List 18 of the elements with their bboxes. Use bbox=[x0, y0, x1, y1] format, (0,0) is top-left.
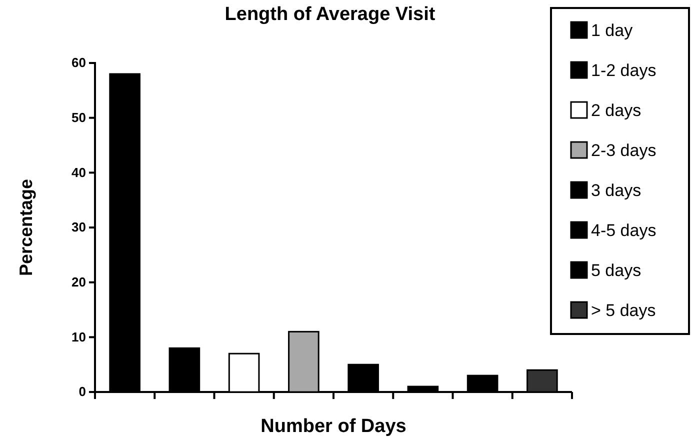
legend-label: 2-3 days bbox=[591, 141, 656, 160]
y-tick-label: 40 bbox=[72, 164, 86, 180]
y-tick-label: 10 bbox=[72, 329, 86, 344]
legend-label: 5 days bbox=[591, 261, 642, 280]
chart-title: Length of Average Visit bbox=[224, 4, 436, 25]
y-tick-label: 60 bbox=[72, 55, 86, 70]
legend-label: 1 day bbox=[591, 21, 634, 40]
legend-label: 1-2 days bbox=[591, 61, 656, 80]
y-tick-label: 20 bbox=[72, 274, 86, 290]
y-tick-label: 50 bbox=[72, 110, 86, 125]
x-axis-title: Number of Days bbox=[260, 416, 406, 437]
legend-label: 4-5 days bbox=[591, 221, 656, 240]
legend-label: 2 days bbox=[591, 101, 642, 120]
y-tick-label: 0 bbox=[78, 384, 86, 400]
legend-label: 3 days bbox=[591, 181, 642, 200]
legend-label: > 5 days bbox=[591, 301, 656, 320]
y-axis-title: Percentage bbox=[16, 178, 36, 276]
y-tick-label: 30 bbox=[72, 220, 86, 235]
